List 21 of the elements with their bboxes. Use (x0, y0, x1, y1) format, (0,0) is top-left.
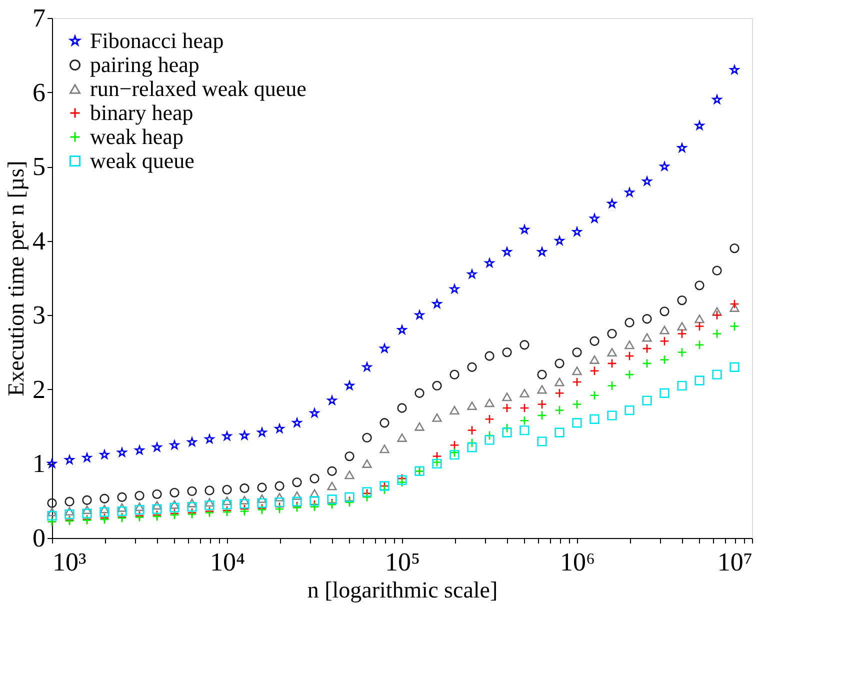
x-tick-label: 10⁷ (717, 548, 752, 576)
y-tick-label: 2 (32, 374, 46, 404)
x-tick-label: 10³ (52, 548, 86, 576)
x-tick-label: 10⁴ (210, 548, 246, 576)
y-tick-label: 4 (32, 226, 46, 256)
legend-label: pairing heap (90, 52, 200, 77)
x-axis-title: n [logarithmic scale] (307, 578, 498, 602)
x-tick-label: 10⁶ (560, 548, 596, 576)
y-tick-label: 7 (32, 4, 46, 32)
legend-label: Fibonacci heap (90, 28, 224, 53)
x-tick-label: 10⁵ (384, 548, 420, 576)
y-axis-title: Execution time per n [µs] (4, 160, 28, 396)
legend-label: run−relaxed weak queue (90, 76, 306, 101)
legend-label: weak heap (90, 124, 184, 149)
y-tick-label: 5 (32, 152, 46, 182)
y-tick-label: 0 (32, 524, 46, 552)
legend-label: binary heap (90, 100, 194, 125)
legend-label: weak queue (90, 148, 194, 173)
y-tick-label: 3 (32, 300, 46, 330)
y-tick-label: 1 (32, 449, 46, 478)
y-tick-label: 6 (32, 78, 46, 107)
